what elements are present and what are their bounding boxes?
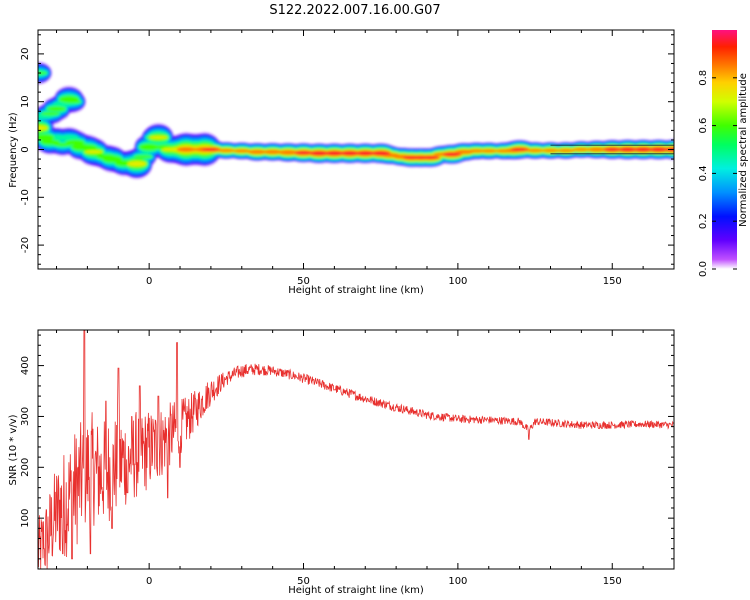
spectrogram-cell — [421, 156, 440, 160]
spectrogram-cell — [38, 71, 47, 75]
spectrogram-x-ticks: 0 50 100 150 — [56, 30, 675, 287]
spectrogram-cell — [467, 149, 486, 153]
spectrogram-cell — [47, 106, 66, 112]
colorbar: 0.0 0.2 0.4 0.6 0.8 Normalized spectral ampl… — [698, 30, 749, 277]
spectrogram-cell — [65, 139, 85, 145]
spectrogram-cell — [572, 148, 591, 151]
spectrogram-cell — [38, 134, 55, 141]
colorbar-tick-label: 0.8 — [698, 70, 709, 86]
spectrogram-cell — [340, 151, 360, 156]
spectrogram-cell — [63, 100, 81, 104]
x-tick-label: 150 — [603, 276, 622, 287]
spectrogram-y-ticks: 20 10 0 -10 -20 — [20, 34, 674, 265]
spectrogram-cell — [232, 149, 251, 153]
spectrogram-cell — [53, 143, 72, 147]
y-tick-label: 0 — [20, 146, 31, 152]
spectrogram-y-axis-label: Frequency (Hz) — [8, 112, 19, 188]
colorbar-tick-label: 0.2 — [698, 213, 709, 229]
colorbar-gradient — [712, 30, 737, 269]
spectrogram-cell — [603, 147, 622, 152]
y-tick-label: 20 — [20, 48, 31, 61]
spectrogram-cell — [541, 149, 560, 152]
spectrogram-x-axis-label: Height of straight line (km) — [288, 285, 424, 296]
spectrogram-cell — [127, 160, 147, 167]
snr-x-ticks: 0 50 100 150 — [56, 330, 675, 587]
spectrogram-cell — [633, 147, 653, 152]
spectrogram-cell — [556, 149, 575, 152]
x-tick-label: 50 — [297, 576, 310, 587]
spectrogram-cell — [217, 149, 236, 152]
snr-x-axis-label: Height of straight line (km) — [288, 585, 424, 596]
colorbar-label: Normalized spectral amplitude — [738, 73, 749, 227]
x-tick-label: 150 — [603, 576, 622, 587]
spectrogram-cell — [40, 139, 60, 145]
y-tick-label: 10 — [20, 95, 31, 108]
spectrogram-cell — [526, 149, 545, 152]
spectrogram-cell — [479, 149, 498, 153]
spectrogram-cell — [294, 151, 313, 155]
x-tick-label: 100 — [448, 576, 467, 587]
snr-frame — [37, 329, 675, 570]
x-tick-label: 100 — [448, 276, 467, 287]
spectrogram-cell — [278, 150, 298, 155]
spectrogram-cell — [371, 151, 391, 156]
y-tick-label: -20 — [20, 237, 31, 253]
spectrogram-cell — [442, 152, 461, 156]
spectrogram-heatmap — [38, 61, 674, 179]
spectrogram-cell — [38, 125, 48, 131]
y-tick-label: 400 — [20, 356, 31, 375]
y-tick-label: 200 — [20, 458, 31, 477]
snr-y-axis-label: SNR (10 * v/v) — [8, 414, 19, 485]
spectrogram-cell — [355, 151, 375, 156]
x-tick-label: 0 — [146, 576, 152, 587]
spectrogram-cell — [587, 147, 607, 152]
spectrogram-cell — [649, 147, 669, 152]
spectrogram-cell — [84, 150, 103, 154]
x-tick-label: 50 — [297, 276, 310, 287]
colorbar-tick-label: 0.0 — [698, 261, 709, 277]
y-tick-label: 100 — [20, 509, 31, 528]
spectrogram-cell — [309, 151, 329, 156]
spectrogram-cell — [247, 149, 267, 154]
spectrogram-cell — [263, 149, 283, 154]
colorbar-tick-label: 0.6 — [698, 118, 709, 134]
y-tick-label: -10 — [20, 189, 31, 205]
spectrogram-cell — [324, 151, 344, 156]
snr-panel: 0 50 100 150 100 200 300 400 Height of straigh… — [8, 329, 675, 596]
spectrogram-cell — [139, 143, 160, 151]
spectrogram-cell — [149, 135, 168, 140]
snr-series-line — [38, 330, 674, 569]
snr-y-ticks: 100 200 300 400 — [20, 334, 674, 560]
spectrogram-cell — [134, 155, 152, 159]
x-tick-label: 0 — [146, 276, 152, 287]
colorbar-ticks: 0.0 0.2 0.4 0.6 0.8 — [698, 70, 737, 277]
spectrogram-cell — [41, 112, 60, 116]
colorbar-tick-label: 0.4 — [698, 165, 709, 181]
spectrogram-cell — [618, 147, 638, 152]
figure-title: S122.2022.007.16.00.G07 — [269, 3, 440, 18]
spectrogram-cell — [201, 148, 220, 151]
y-tick-label: 300 — [20, 407, 31, 426]
spectrogram-cell — [510, 148, 529, 151]
